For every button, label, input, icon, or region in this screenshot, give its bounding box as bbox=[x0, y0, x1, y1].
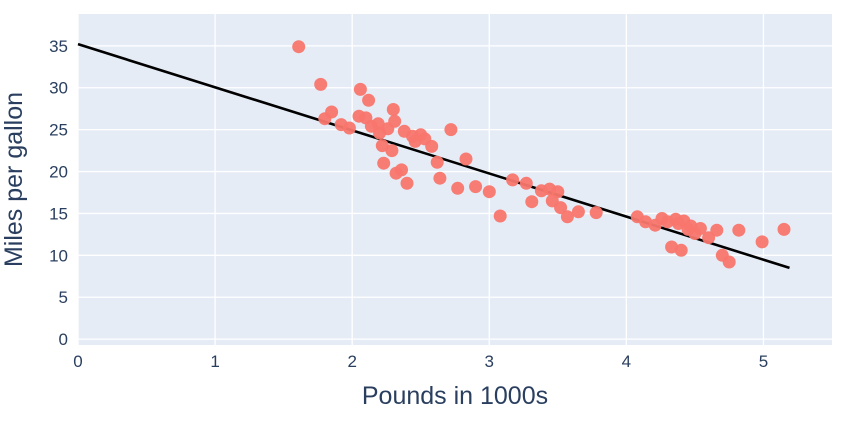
plot-background bbox=[78, 14, 832, 345]
regression-line bbox=[77, 42, 790, 270]
data-point bbox=[551, 185, 565, 199]
data-point bbox=[325, 105, 339, 119]
data-point bbox=[425, 139, 439, 153]
x-tick-label: 1 bbox=[210, 352, 219, 371]
data-point bbox=[519, 176, 533, 190]
data-point bbox=[732, 223, 746, 237]
data-point bbox=[400, 176, 414, 190]
data-point bbox=[444, 123, 458, 137]
data-point bbox=[388, 114, 402, 128]
data-point bbox=[385, 144, 399, 158]
data-point bbox=[755, 235, 769, 249]
data-point bbox=[362, 93, 376, 107]
data-point bbox=[493, 209, 507, 223]
data-point bbox=[589, 206, 603, 220]
y-tick-label: 0 bbox=[59, 330, 68, 349]
y-axis-tick-labels: 0 5 10 15 20 25 30 35 bbox=[49, 37, 68, 349]
data-point bbox=[710, 223, 724, 237]
y-tick-label: 10 bbox=[49, 246, 68, 265]
data-point bbox=[469, 180, 483, 194]
data-point bbox=[375, 139, 389, 153]
x-tick-label: 4 bbox=[622, 352, 631, 371]
data-point bbox=[459, 152, 473, 166]
y-tick-label: 5 bbox=[59, 288, 68, 307]
x-tick-label: 3 bbox=[485, 352, 494, 371]
x-tick-label: 2 bbox=[347, 352, 356, 371]
y-tick-label: 30 bbox=[49, 79, 68, 98]
y-tick-label: 35 bbox=[49, 37, 68, 56]
y-tick-label: 25 bbox=[49, 121, 68, 140]
data-points bbox=[292, 40, 791, 269]
data-point bbox=[433, 171, 447, 185]
y-axis-title: Miles per gallon bbox=[0, 92, 28, 267]
data-point bbox=[702, 231, 716, 245]
y-tick-label: 15 bbox=[49, 204, 68, 223]
data-point bbox=[571, 205, 585, 219]
data-point bbox=[342, 121, 356, 135]
data-point bbox=[693, 222, 707, 235]
data-point bbox=[377, 156, 391, 170]
x-axis-tick-labels: 0 1 2 3 4 5 bbox=[73, 352, 768, 371]
x-tick-label: 0 bbox=[73, 352, 82, 371]
x-axis-title: Pounds in 1000s bbox=[362, 382, 548, 410]
data-point bbox=[292, 40, 306, 54]
data-point bbox=[353, 82, 367, 96]
data-point bbox=[482, 185, 496, 199]
data-point bbox=[314, 77, 328, 91]
data-point bbox=[451, 181, 465, 195]
data-point bbox=[386, 103, 400, 116]
data-point bbox=[430, 155, 444, 169]
data-point bbox=[554, 201, 568, 215]
data-point bbox=[722, 255, 736, 269]
data-point bbox=[674, 243, 688, 257]
data-point bbox=[777, 222, 791, 236]
data-point bbox=[560, 210, 574, 224]
grid-lines bbox=[77, 14, 832, 345]
data-point bbox=[506, 173, 520, 187]
data-point bbox=[395, 163, 408, 177]
y-tick-label: 20 bbox=[49, 163, 68, 182]
x-tick-label: 5 bbox=[759, 352, 768, 371]
data-point bbox=[525, 195, 539, 209]
